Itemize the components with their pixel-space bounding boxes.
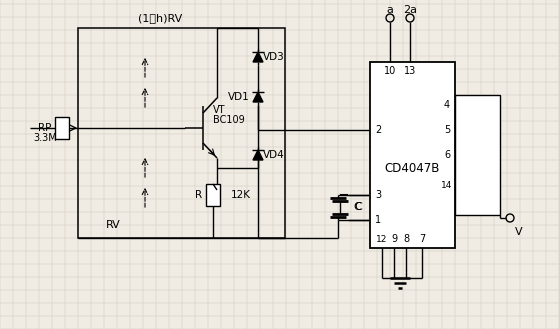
Text: VT: VT (213, 105, 225, 115)
Text: C: C (354, 202, 362, 212)
Text: 6: 6 (444, 150, 450, 160)
Text: a: a (387, 5, 394, 15)
Polygon shape (253, 150, 263, 160)
Text: 3.3M: 3.3M (33, 133, 57, 143)
Bar (206, 184, 220, 206)
Bar (455, 95, 500, 215)
Text: 12K: 12K (231, 190, 251, 200)
Text: 3: 3 (375, 190, 381, 200)
Text: (1～h)RV: (1～h)RV (138, 13, 182, 23)
Bar (78, 28, 285, 238)
Polygon shape (253, 52, 263, 62)
Text: 13: 13 (404, 66, 416, 76)
Text: 5: 5 (444, 125, 450, 135)
Polygon shape (253, 92, 263, 102)
Text: VD3: VD3 (263, 52, 285, 62)
Text: 2: 2 (375, 125, 381, 135)
Text: 12: 12 (376, 235, 388, 243)
Text: 1: 1 (375, 215, 381, 225)
Text: RP: RP (39, 123, 51, 133)
Text: 14: 14 (441, 181, 453, 190)
Text: C: C (353, 202, 361, 212)
Text: BC109: BC109 (213, 115, 245, 125)
Text: 4: 4 (444, 100, 450, 110)
Text: 10: 10 (384, 66, 396, 76)
Text: CD4047B: CD4047B (385, 162, 440, 174)
Text: V: V (515, 227, 523, 237)
Text: 9: 9 (391, 234, 397, 244)
Text: 2a: 2a (403, 5, 417, 15)
Bar (370, 62, 455, 248)
Text: VD1: VD1 (228, 92, 250, 102)
Text: 8: 8 (403, 234, 409, 244)
Text: RV: RV (106, 220, 120, 230)
Text: 7: 7 (419, 234, 425, 244)
Text: R: R (196, 190, 202, 200)
Text: VD4: VD4 (263, 150, 285, 160)
Bar (55, 117, 69, 139)
